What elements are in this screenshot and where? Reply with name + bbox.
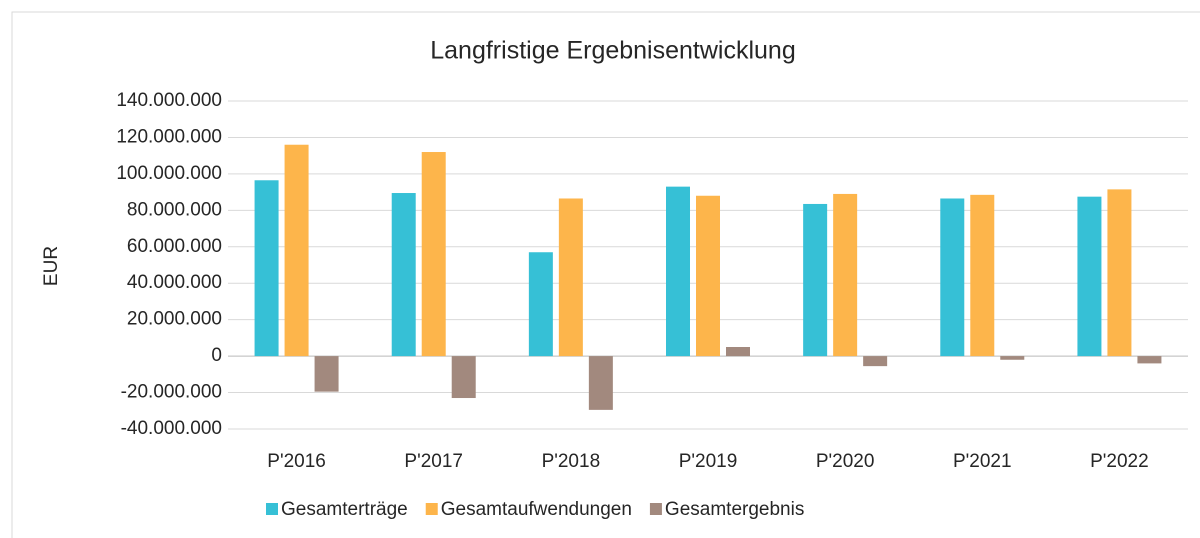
x-tick-label: P'2020: [816, 451, 875, 472]
y-tick-label: -20.000.000: [121, 382, 222, 403]
bar: [1000, 356, 1025, 360]
bar: [421, 152, 446, 357]
bar: [696, 195, 720, 357]
bar: [314, 356, 339, 392]
y-tick-label: 40.000.000: [127, 272, 222, 293]
legend-label: Gesamtaufwendungen: [441, 499, 632, 520]
y-tick-label: 120.000.000: [116, 126, 222, 147]
x-tick-label: P'2017: [404, 451, 463, 472]
bar: [1107, 189, 1132, 357]
bar: [391, 193, 416, 357]
bar: [940, 198, 965, 357]
y-tick-label: 60.000.000: [127, 236, 222, 257]
y-axis-label: EUR: [41, 246, 62, 286]
bar: [254, 180, 279, 357]
legend-swatch: [649, 503, 662, 515]
legend-swatch: [425, 503, 438, 515]
y-tick-label: 100.000.000: [116, 163, 222, 184]
x-tick-label: P'2019: [679, 451, 738, 472]
bar: [558, 198, 583, 357]
x-tick-label: P'2016: [267, 451, 326, 472]
y-tick-label: 140.000.000: [116, 90, 222, 111]
chart-title: Langfristige Ergebnisentwicklung: [430, 37, 796, 65]
y-tick-label: 80.000.000: [127, 199, 222, 220]
x-tick-label: P'2022: [1090, 451, 1149, 472]
bar: [726, 347, 750, 357]
bar: [284, 144, 309, 357]
legend-label: Gesamterträge: [281, 499, 408, 520]
bar: [451, 356, 476, 399]
legend-swatch: [266, 503, 278, 515]
bar: [970, 194, 995, 357]
bar: [803, 203, 828, 357]
y-tick-label: 20.000.000: [127, 309, 222, 330]
y-tick-label: -40.000.000: [121, 418, 222, 439]
x-tick-label: P'2021: [953, 451, 1012, 472]
chart-frame: [11, 11, 1200, 538]
bar: [528, 252, 553, 357]
bar: [1077, 196, 1102, 357]
legend-label: Gesamtergebnis: [665, 499, 804, 520]
x-tick-label: P'2018: [542, 451, 601, 472]
bar: [1137, 356, 1162, 364]
bar: [588, 356, 613, 410]
y-tick-label: 0: [211, 345, 222, 366]
bar: [666, 186, 690, 357]
bar: [863, 356, 888, 367]
bar: [833, 193, 858, 357]
